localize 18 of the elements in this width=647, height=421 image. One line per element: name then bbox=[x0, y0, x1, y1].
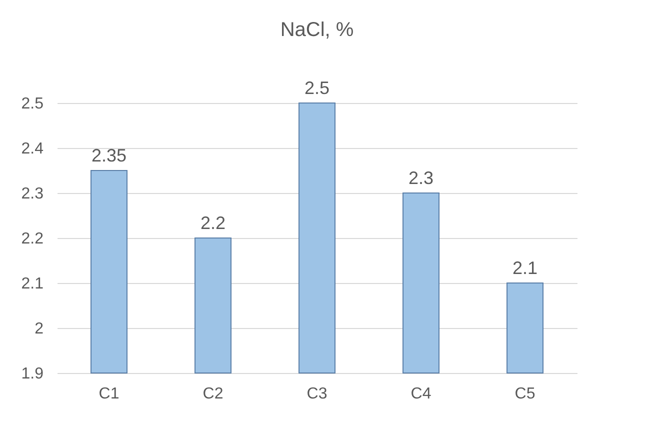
data-label: 2.35 bbox=[91, 146, 127, 166]
data-label: 2.3 bbox=[408, 168, 434, 188]
x-tick-label: C3 bbox=[306, 386, 328, 402]
y-tick-label: 1.9 bbox=[21, 366, 44, 382]
x-tick-label: C2 bbox=[202, 386, 224, 402]
data-label: 2.2 bbox=[200, 213, 226, 233]
y-tick-label: 2.3 bbox=[21, 186, 44, 202]
data-label: 2.5 bbox=[304, 78, 330, 98]
x-tick-label: C4 bbox=[410, 386, 432, 402]
y-tick-label: 2.1 bbox=[21, 276, 44, 292]
y-tick-label: 2 bbox=[34, 320, 44, 338]
x-tick-label: C1 bbox=[98, 386, 120, 402]
y-tick-label: 2.5 bbox=[21, 96, 44, 112]
y-tick-label: 2.4 bbox=[21, 140, 44, 158]
y-tick-label: 2.2 bbox=[21, 230, 44, 248]
x-tick-label: C5 bbox=[514, 386, 536, 402]
data-label: 2.1 bbox=[512, 258, 538, 278]
chart-title: NaCl, % bbox=[280, 19, 354, 41]
